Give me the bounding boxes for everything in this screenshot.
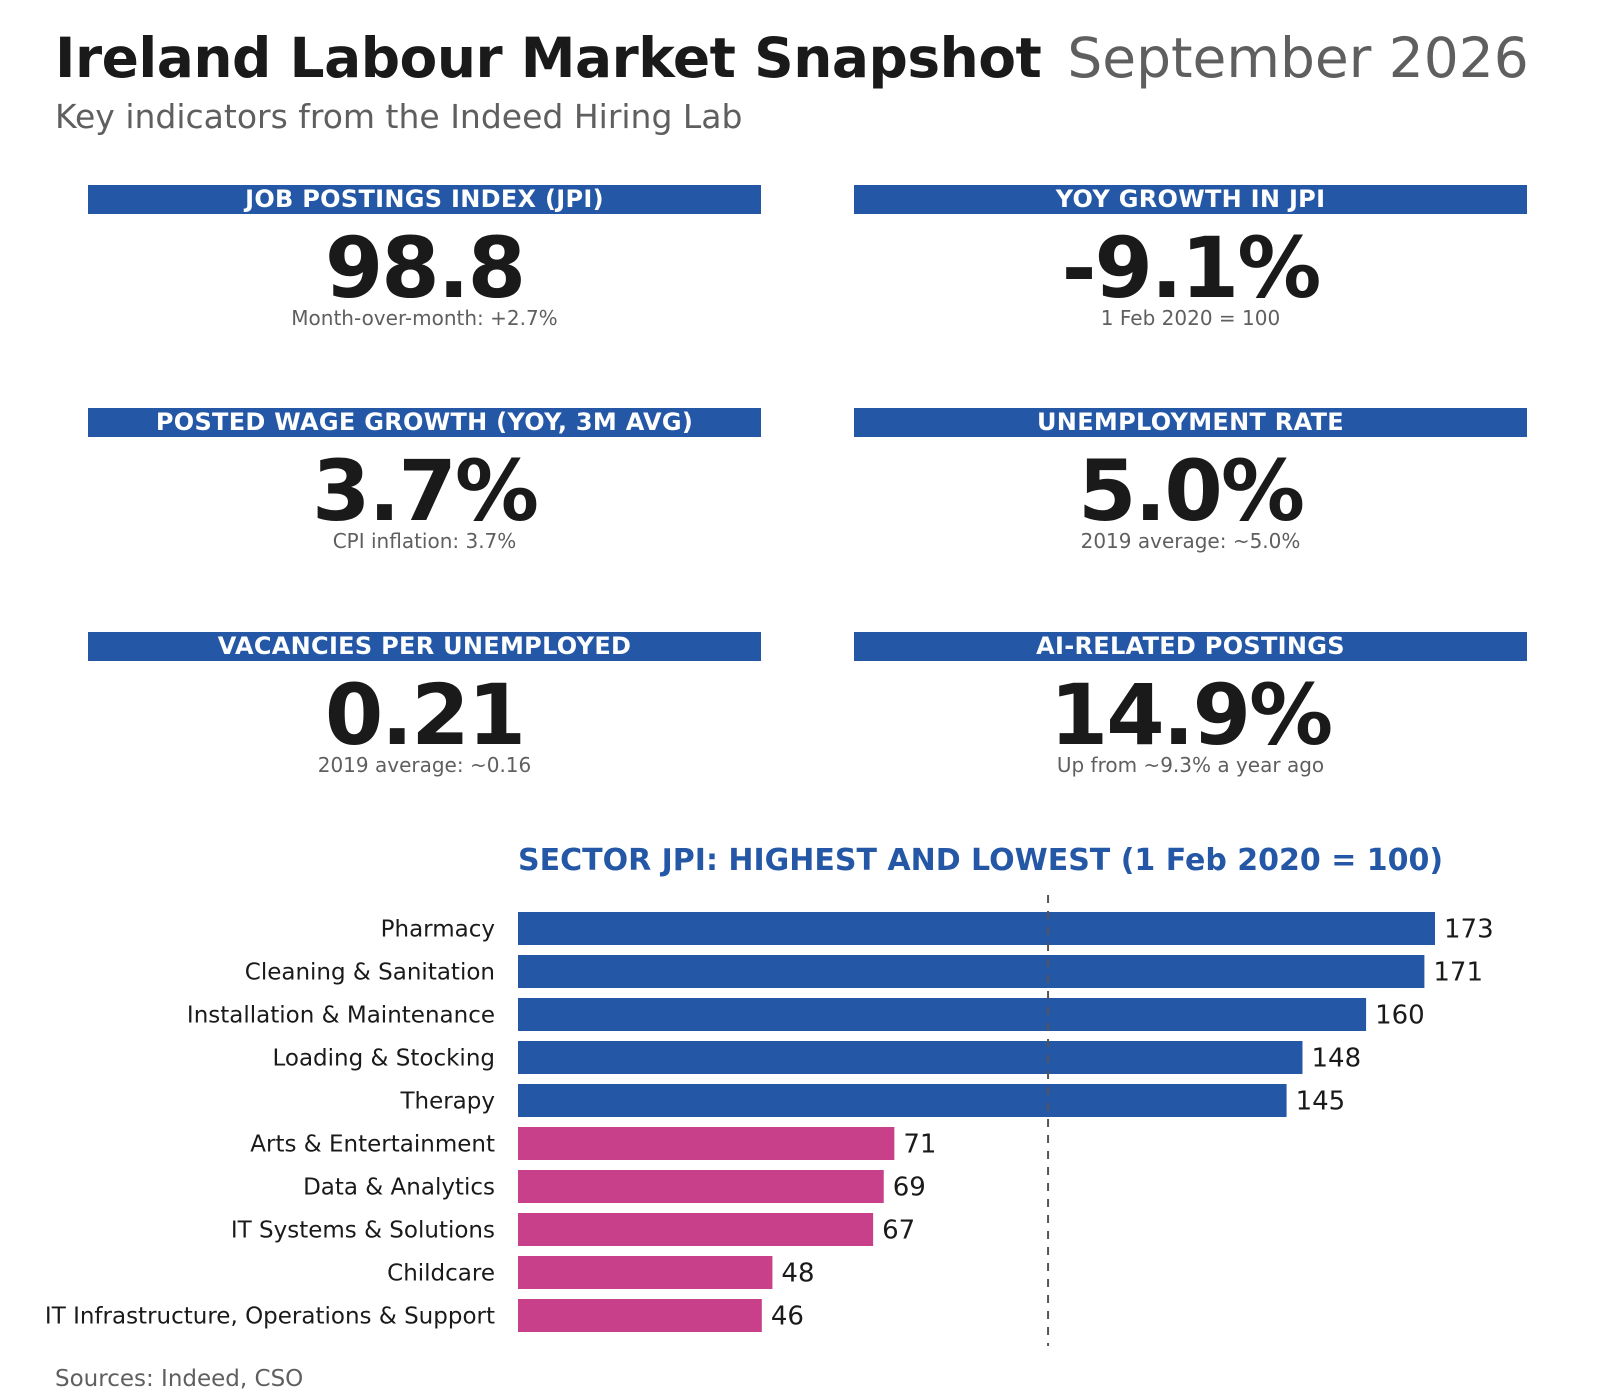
bar-5 [518,1127,895,1160]
kpi-value: 5.0% [1078,442,1305,540]
chart-title: SECTOR JPI: HIGHEST AND LOWEST (1 Feb 20… [518,843,1444,878]
kpi-value: 14.9% [1049,666,1333,764]
value-label: 160 [1375,1001,1425,1031]
page-subtitle: Key indicators from the Indeed Hiring La… [55,97,743,136]
value-label: 46 [771,1302,804,1332]
kpi-label: VACANCIES PER UNEMPLOYED [88,632,761,661]
kpi-note: Up from ~9.3% a year ago [1056,753,1325,777]
bar-4 [518,1084,1287,1117]
kpi-note: 1 Feb 2020 = 100 [1100,306,1281,330]
category-label: Installation & Maintenance [187,1003,495,1029]
kpi-card-yoy-growth: YOY GROWTH IN JPI -9.1% 1 Feb 2020 = 100 [854,185,1527,330]
source-note: Sources: Indeed, CSO [55,1366,304,1392]
bar-7 [518,1213,874,1246]
bar-6 [518,1170,884,1203]
bar-1 [518,955,1425,988]
bar-0 [518,912,1435,945]
value-label: 71 [903,1130,936,1160]
category-label: IT Infrastructure, Operations & Support [45,1304,495,1330]
category-label: Therapy [399,1089,495,1115]
bar-9 [518,1299,762,1332]
sector-jpi-bar-chart: Pharmacy 173 Cleaning & Sanitation 171 Insta… [45,895,1494,1346]
kpi-label: AI-RELATED POSTINGS [854,632,1527,661]
kpi-value: 98.8 [324,219,526,317]
category-label: Pharmacy [381,917,495,943]
value-label: 145 [1296,1087,1346,1117]
kpi-label: UNEMPLOYMENT RATE [854,408,1527,437]
value-label: 171 [1433,958,1483,988]
category-label: Arts & Entertainment [250,1132,495,1158]
bar-8 [518,1256,773,1289]
kpi-card-wage-growth: POSTED WAGE GROWTH (YOY, 3M AVG) 3.7% CP… [88,408,761,553]
kpi-note: 2019 average: ~5.0% [1080,529,1301,553]
value-label: 67 [882,1216,915,1246]
kpi-note: Month-over-month: +2.7% [291,306,558,330]
kpi-value: 0.21 [324,666,526,764]
title-row: Ireland Labour Market Snapshot September … [55,26,1529,90]
bar-3 [518,1041,1303,1074]
kpi-value: 3.7% [312,442,539,540]
kpi-card-unemployment: UNEMPLOYMENT RATE 5.0% 2019 average: ~5.… [854,408,1527,553]
kpi-value: -9.1% [1061,219,1322,317]
kpi-label: YOY GROWTH IN JPI [854,185,1527,214]
kpi-note: CPI inflation: 3.7% [332,529,517,553]
value-label: 173 [1444,915,1494,945]
kpi-card-vacancies: VACANCIES PER UNEMPLOYED 0.21 2019 avera… [88,632,761,777]
page-title: Ireland Labour Market Snapshot [55,26,1042,90]
category-label: Data & Analytics [303,1175,495,1201]
kpi-card-ai-postings: AI-RELATED POSTINGS 14.9% Up from ~9.3% … [854,632,1527,777]
value-label: 69 [893,1173,926,1203]
value-label: 148 [1311,1044,1361,1074]
kpi-card-jpi: JOB POSTINGS INDEX (JPI) 98.8 Month-over… [88,185,761,330]
kpi-note: 2019 average: ~0.16 [317,753,532,777]
category-label: Childcare [387,1261,495,1287]
category-label: Cleaning & Sanitation [245,960,495,986]
kpi-label: JOB POSTINGS INDEX (JPI) [88,185,761,214]
category-label: Loading & Stocking [272,1046,495,1072]
category-label: IT Systems & Solutions [231,1218,495,1244]
report-period: September 2026 [1067,26,1529,90]
value-label: 48 [781,1259,814,1289]
bar-2 [518,998,1367,1031]
kpi-label: POSTED WAGE GROWTH (YOY, 3M AVG) [88,408,761,437]
